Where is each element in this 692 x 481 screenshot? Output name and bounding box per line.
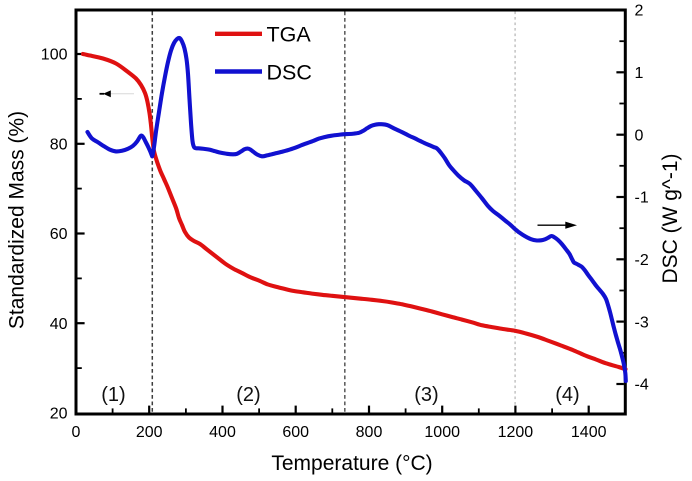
svg-text:(3): (3) [414, 384, 438, 406]
svg-text:800: 800 [356, 424, 383, 441]
svg-text:TGA: TGA [267, 23, 312, 47]
svg-text:2: 2 [635, 3, 644, 20]
svg-text:Temperature (°C): Temperature (°C) [271, 452, 432, 475]
svg-text:-2: -2 [635, 252, 649, 269]
svg-text:200: 200 [136, 424, 163, 441]
svg-text:1: 1 [635, 65, 644, 82]
svg-text:60: 60 [50, 226, 68, 243]
svg-text:1200: 1200 [498, 424, 534, 441]
svg-text:400: 400 [209, 424, 236, 441]
svg-text:-3: -3 [635, 314, 649, 331]
svg-text:100: 100 [41, 47, 68, 64]
svg-text:(2): (2) [236, 384, 260, 406]
svg-text:80: 80 [50, 136, 68, 153]
svg-text:40: 40 [50, 316, 68, 333]
svg-text:DSC: DSC [267, 60, 312, 84]
svg-text:DSC (W g^-1): DSC (W g^-1) [659, 153, 682, 283]
svg-text:1400: 1400 [571, 424, 607, 441]
svg-text:(4): (4) [555, 384, 579, 406]
svg-text:Standardized Mass (%): Standardized Mass (%) [6, 111, 29, 329]
svg-text:(1): (1) [101, 384, 125, 406]
svg-text:600: 600 [282, 424, 309, 441]
svg-text:-4: -4 [635, 377, 649, 394]
svg-text:20: 20 [50, 406, 68, 423]
svg-text:0: 0 [72, 424, 81, 441]
svg-text:1000: 1000 [424, 424, 460, 441]
svg-text:0: 0 [635, 127, 644, 144]
svg-text:-1: -1 [635, 190, 649, 207]
